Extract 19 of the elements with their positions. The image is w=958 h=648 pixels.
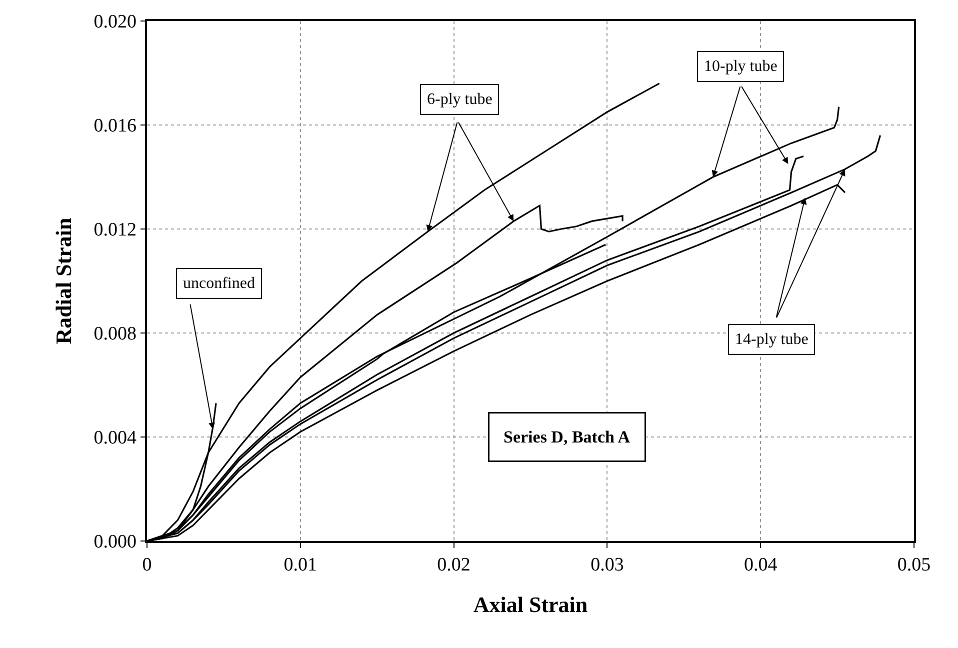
x-tick-label: 0 [142, 554, 152, 576]
x-tick-label: 0.02 [437, 554, 470, 576]
y-axis-title: Radial Strain [51, 218, 76, 344]
annotation: 6-ply tube [427, 91, 492, 108]
x-tick-label: 0.03 [590, 554, 624, 576]
y-tick-label: 0.016 [94, 116, 136, 137]
y-tick-label: 0.000 [94, 532, 136, 553]
y-tick-label: 0.004 [94, 428, 137, 449]
x-tick-label: 0.05 [897, 554, 931, 576]
x-tick-label: 0.01 [284, 554, 318, 576]
annotation: 10-ply tube [704, 58, 778, 75]
x-axis-title: Axial Strain [473, 592, 588, 617]
y-tick-label: 0.020 [94, 12, 136, 33]
y-tick-label: 0.012 [94, 220, 136, 241]
x-tick-label: 0.04 [744, 554, 778, 576]
annotation: Series D, Batch A [504, 428, 631, 446]
annotation: 14-ply tube [735, 331, 808, 348]
y-tick-label: 0.008 [94, 324, 136, 345]
annotation: unconfined [183, 275, 255, 292]
